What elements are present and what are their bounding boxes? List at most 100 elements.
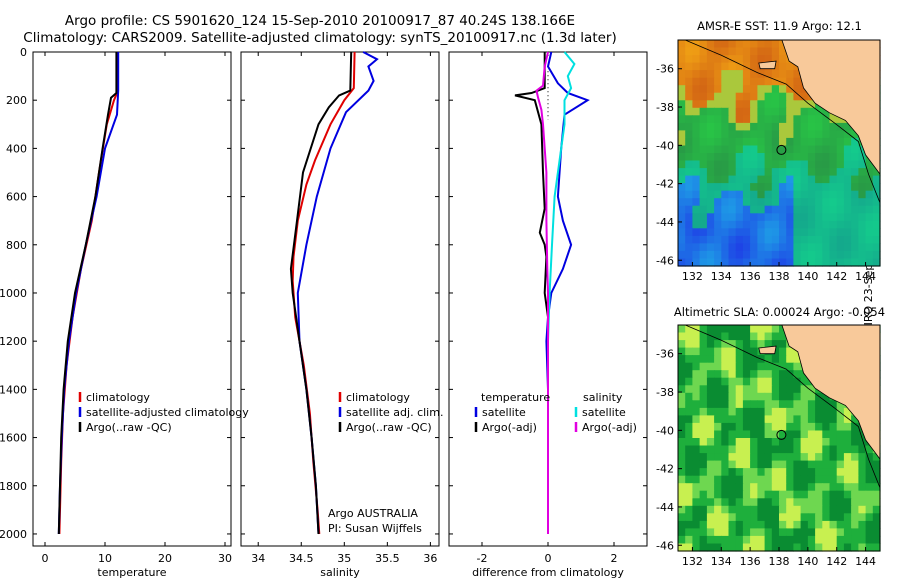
map-pixel <box>699 430 708 439</box>
map-pixel <box>721 153 730 162</box>
map-pixel <box>714 453 722 462</box>
y-tick-label: 800 <box>6 239 27 252</box>
map-pixel <box>843 490 852 499</box>
map-pixel <box>757 85 766 94</box>
map-pixel <box>771 243 780 252</box>
map-pixel <box>714 228 722 237</box>
map-pixel <box>771 392 780 401</box>
map-pixel <box>735 475 744 484</box>
map-pixel <box>728 145 737 154</box>
map-pixel <box>714 55 722 64</box>
map-pixel <box>858 183 867 192</box>
map-pixel <box>829 498 838 507</box>
map-pixel <box>771 183 780 192</box>
map-pixel <box>800 168 809 177</box>
series-line <box>57 52 120 535</box>
map-pixel <box>771 325 780 334</box>
map-pixel <box>750 145 758 154</box>
map-pixel <box>800 415 809 424</box>
map-pixel <box>757 145 766 154</box>
map-pixel <box>807 468 816 477</box>
map-pixel <box>779 85 787 94</box>
map-pixel <box>771 92 780 101</box>
map-pixel <box>757 340 766 349</box>
map-pixel <box>742 407 751 416</box>
map-pixel <box>735 392 744 401</box>
y-tick-label: 1800 <box>0 480 27 493</box>
map-pixel <box>800 122 809 131</box>
map-pixel <box>807 190 816 199</box>
map-pixel <box>793 85 802 94</box>
map-pixel <box>692 445 701 454</box>
map-pixel <box>678 422 686 431</box>
map-pixel <box>757 385 766 394</box>
map-pixel <box>829 453 838 462</box>
map-pixel <box>750 483 758 492</box>
map-pixel <box>779 543 787 552</box>
map-pixel <box>678 355 686 364</box>
map-pixel <box>714 400 722 409</box>
map-pixel <box>779 498 787 507</box>
map-pixel <box>685 160 693 169</box>
map-pixel <box>858 520 867 529</box>
map-pixel <box>721 70 730 79</box>
map-pixel <box>843 235 852 244</box>
map-pixel <box>714 340 722 349</box>
map-pixel <box>793 122 802 131</box>
map-pixel <box>771 145 780 154</box>
map-pixel <box>678 183 686 192</box>
map-pixel <box>742 122 751 131</box>
map-pixel <box>800 535 809 544</box>
map-pixel <box>750 168 758 177</box>
map-pixel <box>728 535 737 544</box>
map-pixel <box>757 377 766 386</box>
map-pixel <box>851 460 859 469</box>
map-pixel <box>843 543 852 552</box>
map-pixel <box>699 325 708 334</box>
map-pixel <box>728 130 737 139</box>
map-pixel <box>793 92 802 101</box>
map-pixel <box>807 235 816 244</box>
map-pixel <box>678 362 686 371</box>
map-pixel <box>699 490 708 499</box>
map-pixel <box>815 183 823 192</box>
map-pixel <box>822 475 831 484</box>
series-line <box>296 51 379 535</box>
map-pixel <box>742 153 751 162</box>
map-pixel <box>721 445 730 454</box>
map-pixel <box>757 100 766 109</box>
map-pixel <box>800 145 809 154</box>
map-pixel <box>851 190 859 199</box>
map-pixel <box>721 332 730 341</box>
map-pixel <box>742 535 751 544</box>
map-pixel <box>843 520 852 529</box>
map-pixel <box>779 407 787 416</box>
map-pixel <box>706 160 715 169</box>
map-pixel <box>865 528 874 537</box>
map-pixel <box>750 160 758 169</box>
map-pixel <box>843 137 852 146</box>
map-pixel <box>793 355 802 364</box>
map-pixel <box>750 513 758 522</box>
map-pixel <box>692 122 701 131</box>
map-pixel <box>678 100 686 109</box>
map-pixel <box>706 453 715 462</box>
map-pixel <box>735 243 744 252</box>
map-pixel <box>843 430 852 439</box>
map-pixel <box>735 85 744 94</box>
map-pixel <box>750 325 758 334</box>
map-pixel <box>742 370 751 379</box>
map-lat-label: -38 <box>656 386 674 399</box>
map-pixel <box>706 250 715 259</box>
map-pixel <box>757 77 766 86</box>
map-pixel <box>678 513 686 522</box>
map-pixel <box>843 205 852 214</box>
map-pixel <box>764 40 773 49</box>
map-pixel <box>764 220 773 229</box>
map-pixel <box>721 377 730 386</box>
map-pixel <box>699 535 708 544</box>
map-pixel <box>735 385 744 394</box>
map-pixel <box>742 107 751 116</box>
map-pixel <box>728 370 737 379</box>
map-pixel <box>728 430 737 439</box>
